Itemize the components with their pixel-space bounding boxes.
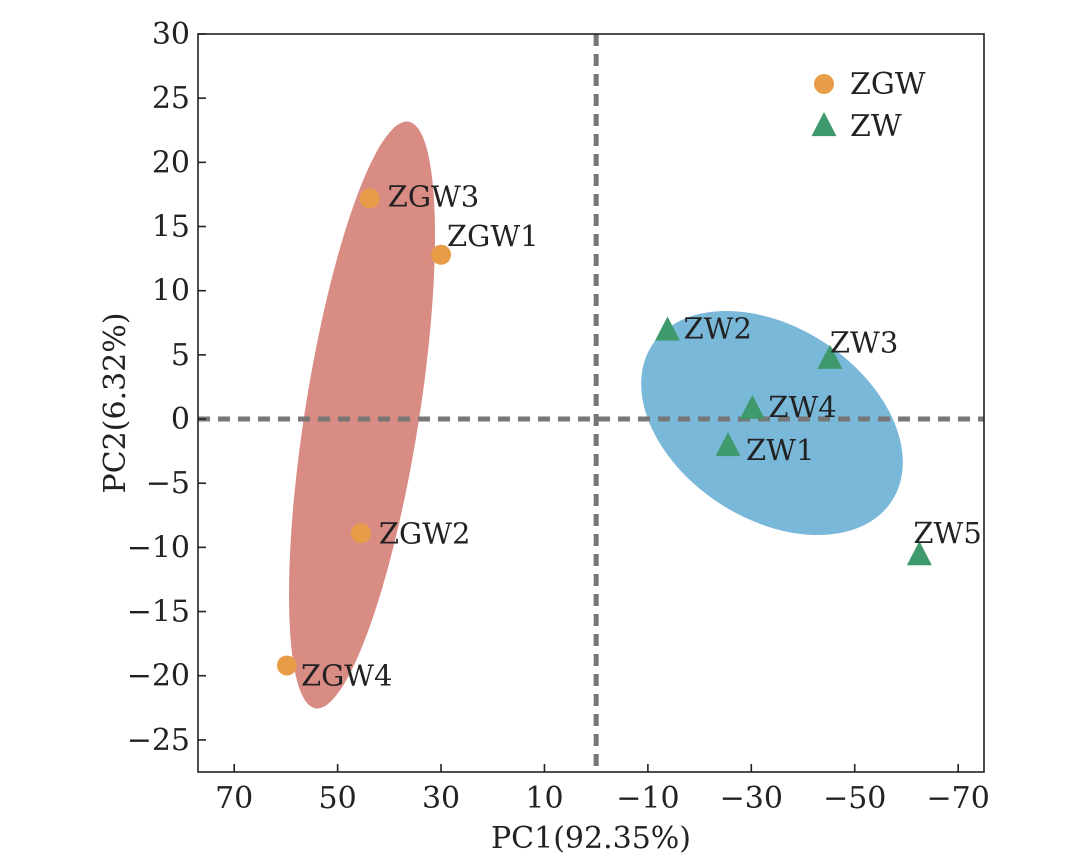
marker-zw1: [715, 432, 741, 457]
x-tick-label: −50: [823, 781, 886, 816]
data-points: [276, 188, 932, 676]
zgw-confidence-ellipse: [289, 121, 435, 709]
y-tick-label: −25: [127, 723, 190, 758]
marker-zgw1: [431, 244, 452, 265]
legend-label-zw: ZW: [850, 109, 902, 144]
legend-marker-zgw: [814, 74, 834, 94]
label-zw2: ZW2: [684, 311, 752, 345]
marker-zgw2: [350, 523, 371, 544]
label-zw4: ZW4: [768, 390, 836, 424]
y-tick-label: −20: [127, 659, 190, 694]
marker-zgw3: [359, 188, 380, 209]
x-tick-label: 50: [319, 781, 357, 816]
x-tick-label: 70: [215, 781, 253, 816]
y-tick-label: 0: [171, 402, 190, 437]
marker-zw3: [817, 344, 843, 369]
reference-lines: [198, 34, 984, 772]
marker-zw2: [655, 316, 681, 341]
x-tick-label: −10: [616, 781, 679, 816]
marker-zgw4: [276, 655, 297, 676]
legend-marker-zw: [811, 112, 837, 137]
label-zgw4: ZGW4: [301, 658, 393, 692]
y-tick-label: −10: [127, 530, 190, 565]
x-axis-title: PC1(92.35%): [491, 821, 691, 856]
x-tick-label: 30: [422, 781, 460, 816]
y-tick-label: 5: [171, 338, 190, 373]
y-tick-label: 15: [152, 210, 190, 245]
marker-zw5: [906, 541, 932, 566]
y-tick-label: 25: [152, 81, 190, 116]
label-zw5: ZW5: [913, 516, 981, 550]
x-tick-label: −70: [926, 781, 989, 816]
y-axis-title: PC2(6.32%): [98, 313, 133, 494]
legend: ZGW ZW: [811, 67, 926, 144]
y-tick-label: 10: [152, 274, 190, 309]
label-zgw3: ZGW3: [388, 179, 480, 213]
data-labels: ZGW1 ZGW2 ZGW3 ZGW4 ZW1 ZW2 ZW3 ZW4 ZW5: [301, 179, 982, 692]
marker-zw4: [739, 394, 765, 419]
label-zgw1: ZGW1: [447, 219, 539, 253]
y-tick-label: 20: [152, 145, 190, 180]
y-tick-label: 30: [152, 17, 190, 52]
plot-frame: [197, 33, 985, 773]
label-zw3: ZW3: [830, 326, 898, 360]
x-tick-label: 10: [525, 781, 563, 816]
axis-ticks: 70 50 30 10 −10 −30 −50 −70302520151050−5−10−15…: [127, 17, 990, 816]
y-tick-label: −5: [146, 466, 190, 501]
legend-label-zgw: ZGW: [850, 67, 926, 102]
label-zw1: ZW1: [746, 433, 814, 467]
x-tick-label: −30: [720, 781, 783, 816]
label-zgw2: ZGW2: [379, 516, 471, 550]
y-tick-label: −15: [127, 595, 190, 630]
